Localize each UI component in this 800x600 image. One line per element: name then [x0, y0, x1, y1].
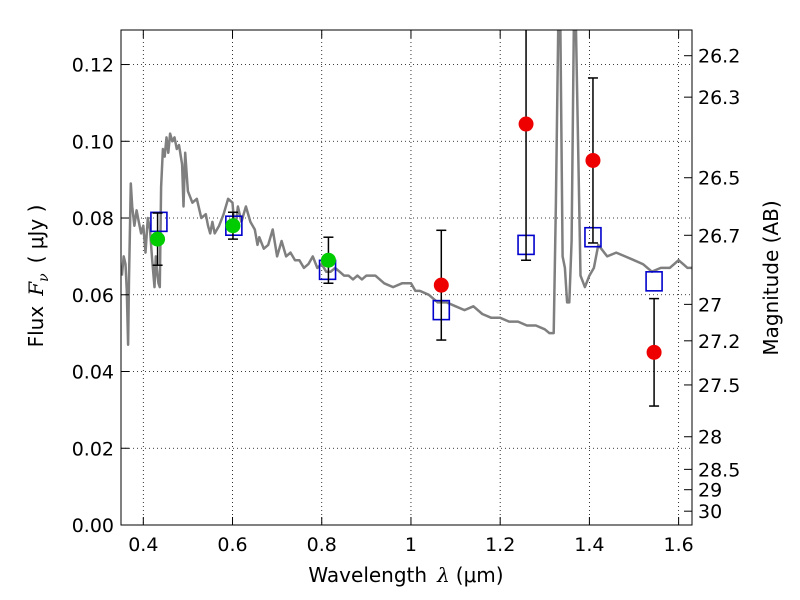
y2-tick-label: 26.2 — [698, 46, 740, 68]
circle-marker — [433, 277, 449, 293]
circle-marker — [320, 252, 336, 268]
y2-tick-label: 26.3 — [698, 87, 740, 109]
x-tick-label: 0.4 — [128, 534, 158, 556]
y-tick-label: 0.10 — [72, 131, 114, 153]
x-tick-label: 1 — [405, 534, 417, 556]
square-marker — [150, 211, 168, 233]
y-tick-label: 0.00 — [72, 515, 114, 537]
circle-marker — [150, 231, 166, 247]
y2-tick-label: 26.7 — [698, 225, 740, 247]
grid — [121, 30, 692, 526]
y2-tick-label: 27 — [698, 294, 722, 316]
y2-tick-label: 26.5 — [698, 168, 740, 190]
x-tick-label: 0.8 — [307, 534, 337, 556]
circle-marker — [518, 116, 534, 132]
y2-tick-label: 28.5 — [698, 459, 740, 481]
y-tick-label: 0.06 — [72, 285, 114, 307]
y2-tick-label: 30 — [698, 501, 722, 523]
y-tick-label: 0.04 — [72, 362, 114, 384]
x-tick-label: 1.6 — [664, 534, 694, 556]
y2-tick-label: 28 — [698, 427, 722, 449]
y2-tick-label: 27.5 — [698, 375, 740, 397]
circle-marker — [585, 152, 601, 168]
plot-frame — [120, 29, 693, 526]
square-marker — [645, 271, 663, 292]
circle-marker — [225, 218, 241, 234]
series-layer — [121, 30, 692, 407]
y-tick-label: 0.02 — [72, 438, 114, 460]
x-tick-label: 1.4 — [574, 534, 604, 556]
y-tick-label: 0.12 — [72, 55, 114, 77]
x-tick-label: 1.2 — [485, 534, 515, 556]
axes-ticks: 0.4 0.6 0.8 1 1.2 1.4 1.6 0.00 0.02 0.04 0.06 0.08 0… — [72, 30, 740, 556]
y-axis-title: FluxFν( μJy ) — [24, 205, 52, 348]
y2-tick-label: 27.2 — [698, 331, 740, 353]
y-tick-label: 0.08 — [72, 208, 114, 230]
circle-marker — [646, 344, 662, 360]
spectrum-line — [121, 30, 692, 346]
x-tick-label: 0.6 — [217, 534, 247, 556]
y2-tick-label: 29 — [698, 480, 722, 502]
x-axis-title: Wavelength λ (μm) — [308, 563, 503, 587]
y2-axis-title: Magnitude (AB) — [759, 200, 783, 355]
